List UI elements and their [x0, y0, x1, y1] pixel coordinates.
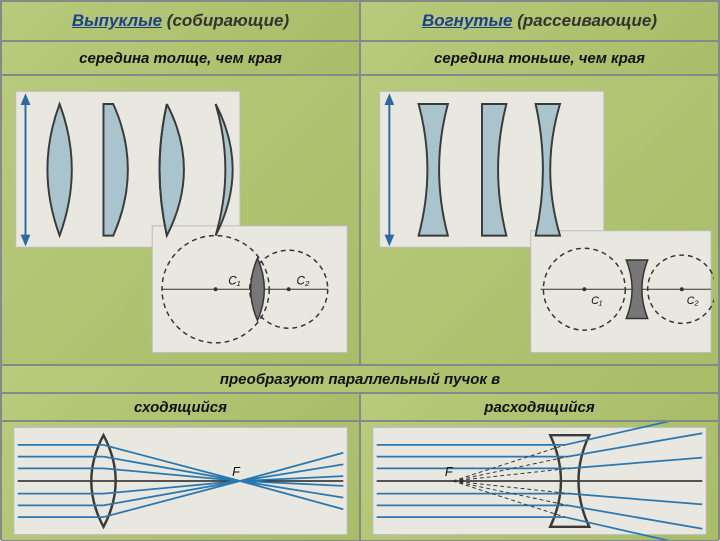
header-concave: Вогнутые (рассеивающие)	[360, 1, 719, 41]
lens-table: Выпуклые (собирающие) Вогнутые (рассеива…	[0, 0, 720, 540]
focus-label-left: F	[232, 465, 241, 479]
c1-label: C₁	[228, 274, 240, 287]
converging-rays-svg: F	[6, 422, 355, 540]
diverging-label: расходящийся	[360, 393, 719, 421]
diagram-diverging-rays: F	[360, 421, 719, 541]
diagram-convex-shapes: C₁ C₂	[1, 75, 360, 365]
concave-sub: (рассеивающие)	[512, 11, 657, 30]
c2-label-r: C₂	[687, 295, 699, 307]
diagram-concave-shapes: C₁ C₂	[360, 75, 719, 365]
diagram-converging-rays: F	[1, 421, 360, 541]
concave-link[interactable]: Вогнутые	[422, 11, 513, 30]
header-convex: Выпуклые (собирающие)	[1, 1, 360, 41]
concave-shapes-svg: C₁ C₂	[365, 76, 714, 364]
convex-sub: (собирающие)	[162, 11, 289, 30]
c2-label: C₂	[297, 274, 310, 287]
subhead-left: середина толще, чем края	[1, 41, 360, 75]
diverging-rays-svg: F	[365, 422, 714, 540]
subhead-right: середина тоньше, чем края	[360, 41, 719, 75]
convex-shapes-svg: C₁ C₂	[6, 76, 355, 364]
transform-label: преобразуют параллельный пучок в	[1, 365, 719, 393]
converging-label: сходящийся	[1, 393, 360, 421]
convex-link[interactable]: Выпуклые	[72, 11, 162, 30]
c1-label-r: C₁	[591, 295, 603, 307]
focus-label-right: F	[445, 465, 454, 479]
